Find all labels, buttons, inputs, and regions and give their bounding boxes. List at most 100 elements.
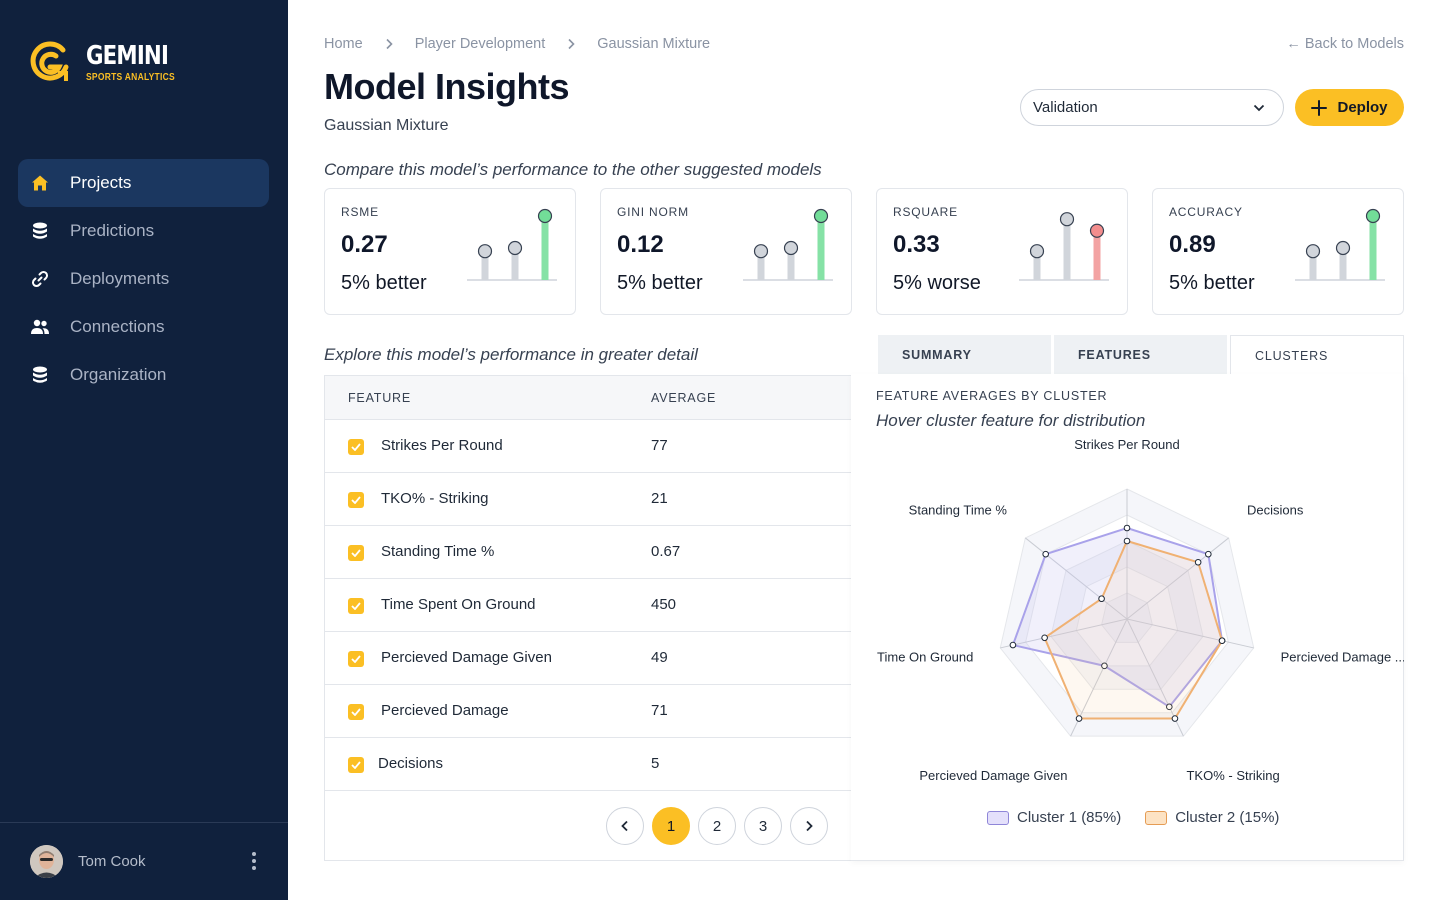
comparison-bar-marker	[1059, 212, 1075, 227]
feature-average: 21	[651, 490, 668, 507]
column-header-feature: FEATURE	[348, 390, 412, 405]
radar-axis-label: Percieved Damage ...	[1281, 650, 1404, 665]
comparison-bar	[1339, 248, 1347, 280]
feature-average: 71	[651, 702, 668, 719]
radar-data-point[interactable]	[1194, 558, 1202, 566]
radar-spoke	[1126, 618, 1254, 649]
page-button-1[interactable]: 1	[652, 807, 690, 845]
radar-series-area[interactable]	[1043, 539, 1224, 720]
radar-data-point[interactable]	[1123, 524, 1131, 532]
radar-data-point[interactable]	[1075, 715, 1083, 722]
comparison-bar	[481, 251, 489, 280]
user-profile[interactable]: Tom Cook	[0, 822, 288, 900]
sidebar-item-predictions[interactable]: Predictions	[18, 207, 269, 255]
sidebar-item-organization[interactable]: Organization	[18, 351, 269, 399]
metric-comparison-chart	[1019, 212, 1109, 281]
more-vertical-icon[interactable]	[252, 852, 258, 873]
sidebar-item-projects[interactable]: Projects	[18, 159, 269, 207]
metric-label: ACCURACY	[1169, 205, 1243, 219]
sidebar-item-label: Connections	[70, 317, 165, 336]
tab-features[interactable]: FEATURES	[1054, 335, 1227, 375]
comparison-bar-marker	[477, 244, 493, 259]
legend-item-cluster-2[interactable]: Cluster 2 (15%)	[1145, 809, 1279, 826]
checkbox-checked-icon[interactable]	[348, 704, 364, 720]
legend-swatch	[1145, 810, 1168, 825]
checkbox-checked-icon[interactable]	[348, 651, 364, 667]
radar-data-point[interactable]	[1098, 595, 1105, 603]
deploy-button[interactable]: Deploy	[1295, 89, 1404, 126]
table-row: TKO% - Striking 21	[325, 473, 851, 526]
radar-data-point[interactable]	[1101, 662, 1108, 670]
radar-data-point[interactable]	[1042, 550, 1049, 558]
checkbox-checked-icon[interactable]	[348, 492, 364, 508]
page-button-2[interactable]: 2	[698, 807, 736, 845]
metric-note: 5% better	[341, 272, 427, 294]
next-page-button[interactable]	[790, 807, 828, 845]
comparison-bar	[541, 216, 549, 280]
database-icon	[30, 221, 50, 241]
chevron-right-icon	[806, 820, 813, 832]
page-button-3[interactable]: 3	[744, 807, 782, 845]
metric-comparison-chart	[1295, 208, 1385, 281]
chevron-left-icon	[621, 820, 628, 832]
checkbox-checked-icon[interactable]	[348, 545, 364, 561]
radar-spoke	[1025, 537, 1128, 620]
radar-data-point[interactable]	[1009, 641, 1017, 649]
breadcrumb-home[interactable]: Home	[324, 36, 363, 52]
table-row: Standing Time % 0.67	[325, 526, 851, 579]
metric-value: 0.12	[617, 231, 664, 258]
comparison-bar	[1063, 219, 1071, 280]
comparison-bar-marker	[1089, 223, 1105, 238]
tab-summary[interactable]: SUMMARY	[878, 335, 1051, 375]
radar-spoke	[1126, 537, 1229, 620]
metric-note: 5% better	[1169, 272, 1255, 294]
radar-data-point[interactable]	[1123, 537, 1131, 545]
comparison-bar	[1093, 230, 1101, 280]
radar-chart[interactable]: Strikes Per Round Decisions Percieved Dama…	[851, 374, 1404, 794]
comparison-bar	[787, 248, 795, 280]
feature-average: 49	[651, 649, 668, 666]
comparison-bar	[817, 216, 825, 280]
checkbox-checked-icon[interactable]	[348, 439, 364, 455]
breadcrumb-player-development[interactable]: Player Development	[414, 36, 546, 52]
radar-data-point[interactable]	[1205, 550, 1212, 558]
breadcrumb: Home Player Development Gaussian Mixture	[324, 36, 710, 52]
chevron-down-icon	[1253, 101, 1265, 118]
sidebar-item-connections[interactable]: Connections	[18, 303, 269, 351]
checkbox-checked-icon[interactable]	[348, 757, 364, 773]
feature-name: TKO% - Striking	[381, 490, 489, 507]
comparison-bar-marker	[753, 244, 769, 259]
home-icon	[30, 173, 50, 193]
legend-label: Cluster 1 (85%)	[1017, 809, 1122, 826]
radar-axis-label: Percieved Damage Given	[919, 768, 1067, 783]
back-to-models-link[interactable]: ← Back to Models	[1286, 36, 1404, 52]
radar-data-point[interactable]	[1218, 637, 1226, 644]
logo[interactable]: GEMINI SPORTS ANALYTICS	[28, 40, 191, 84]
legend-item-cluster-1[interactable]: Cluster 1 (85%)	[987, 809, 1121, 826]
radar-axis-label: TKO% - Striking	[1186, 768, 1279, 783]
radar-series-area[interactable]	[1011, 526, 1224, 709]
comparison-bar-marker	[783, 240, 799, 256]
previous-page-button[interactable]	[606, 807, 644, 845]
comparison-bar-marker	[1305, 244, 1321, 259]
comparison-bar-marker	[507, 240, 523, 256]
radar-data-point[interactable]	[1171, 715, 1179, 722]
sidebar-item-deployments[interactable]: Deployments	[18, 255, 269, 303]
tab-clusters[interactable]: CLUSTERS	[1230, 335, 1404, 375]
table-row: Strikes Per Round 77	[325, 420, 851, 473]
table-row: Decisions 5	[325, 738, 851, 791]
sidebar: GEMINI SPORTS ANALYTICS Projects Predict…	[0, 0, 288, 900]
checkbox-checked-icon[interactable]	[348, 598, 364, 614]
table-row: Percieved Damage Given 49	[325, 632, 851, 685]
chart-subtitle: Hover cluster feature for distribution	[876, 411, 1146, 430]
radar-data-point[interactable]	[1166, 703, 1173, 711]
radar-data-point[interactable]	[1041, 634, 1048, 642]
metric-label: RSME	[341, 205, 379, 219]
compare-note: Compare this model’s performance to the …	[324, 160, 822, 179]
dataset-select[interactable]: Validation	[1020, 89, 1284, 126]
sidebar-item-label: Projects	[70, 173, 132, 192]
breadcrumb-current[interactable]: Gaussian Mixture	[597, 36, 711, 52]
feature-name: Strikes Per Round	[381, 437, 503, 454]
gemini-logo-icon	[30, 41, 69, 81]
metric-note: 5% better	[617, 272, 703, 294]
